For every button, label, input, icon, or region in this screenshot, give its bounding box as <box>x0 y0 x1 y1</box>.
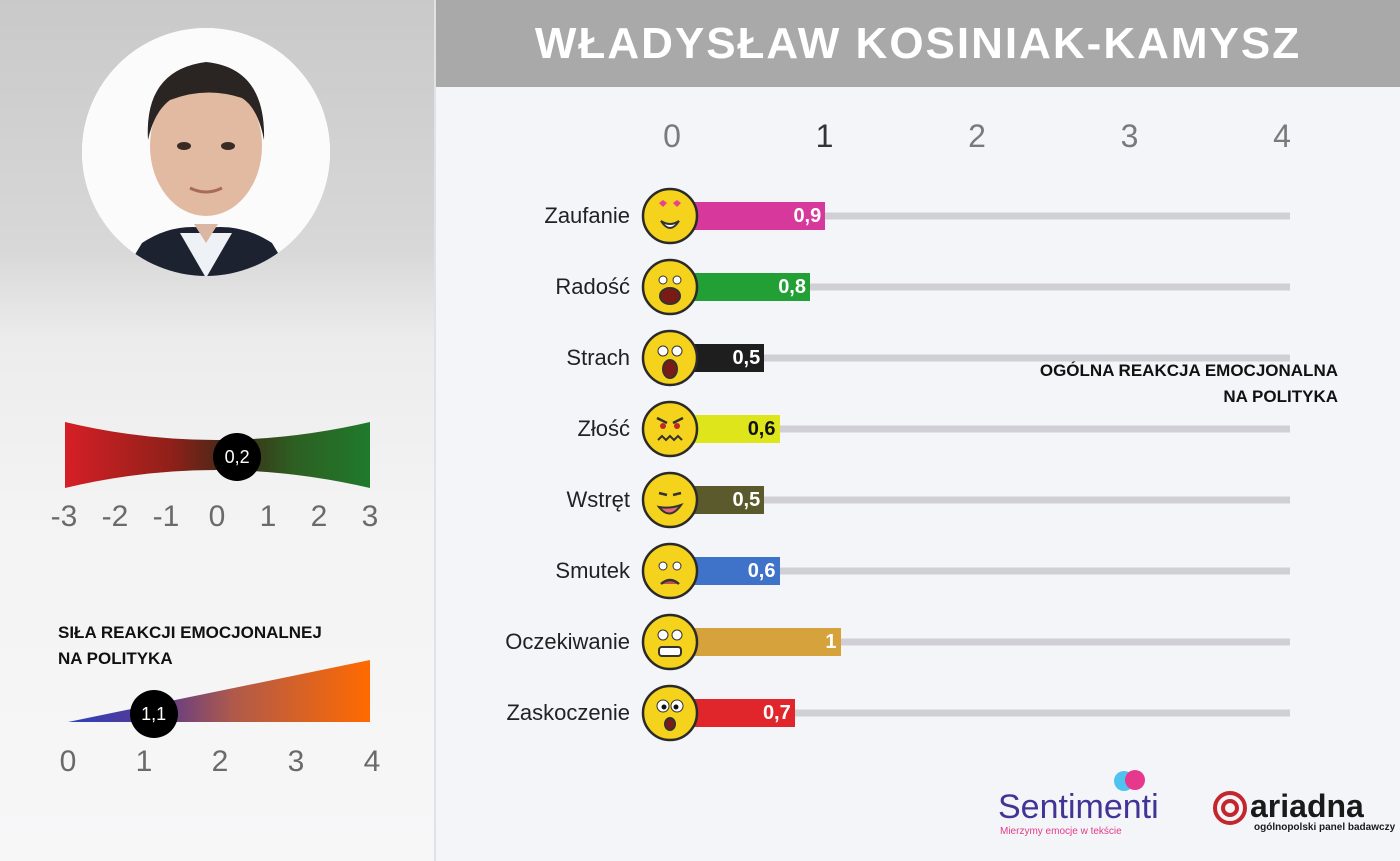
bar: 0,6 <box>694 415 780 443</box>
x-tick-label: 0 <box>663 118 681 154</box>
strength-tick-label: 3 <box>287 745 305 778</box>
bar: 0,5 <box>694 344 765 372</box>
overall-tick-label: -3 <box>50 500 78 533</box>
strength-gauge-wedge <box>68 660 370 722</box>
strength-gauge-title-line2: NA POLITYKA <box>58 649 173 668</box>
panel-divider <box>434 0 436 861</box>
emotion-face-icon <box>641 329 699 387</box>
category-label: Złość <box>577 416 630 441</box>
header-bar: WŁADYSŁAW KOSINIAK-KAMYSZ <box>436 0 1400 87</box>
strength-tick-label: 1 <box>135 745 153 778</box>
x-tick-label: 3 <box>1120 118 1139 154</box>
category-label: Strach <box>566 345 630 370</box>
bar-track <box>694 212 1290 220</box>
emotion-face-icon <box>641 471 699 529</box>
x-tick-label: 1 <box>815 118 834 154</box>
bar-track <box>694 709 1290 717</box>
emotion-face-icon <box>641 542 699 600</box>
overall-gauge-title-line1: OGÓLNA REAKCJA EMOCJONALNA <box>1039 361 1338 380</box>
category-label: Zaskoczenie <box>506 700 630 725</box>
category-label: Smutek <box>555 558 630 583</box>
bar: 0,7 <box>694 699 795 727</box>
sentimenti-heads-icon <box>1114 770 1145 791</box>
bar-track <box>694 354 1290 362</box>
overall-tick-label: 1 <box>259 500 277 533</box>
strength-tick-label: 4 <box>363 745 381 778</box>
overall-tick-label: 3 <box>361 500 379 533</box>
overall-tick-label: -2 <box>101 500 129 533</box>
overall-tick-label: -1 <box>152 500 180 533</box>
overall-tick-label: 2 <box>310 500 328 533</box>
bar-track <box>694 425 1290 433</box>
bar-track <box>694 567 1290 575</box>
bar-track <box>694 496 1290 504</box>
politician-portrait <box>82 28 330 276</box>
bar-track <box>694 638 1290 646</box>
ariadna-logo: ariadna <box>1250 788 1364 824</box>
overall-tick-label: 0 <box>208 500 226 533</box>
sentimenti-tagline: Mierzymy emocje w tekście <box>1000 826 1122 837</box>
emotion-face-icon <box>641 187 699 245</box>
overall-value-badge: 0,2 <box>213 433 262 481</box>
ariadna-spiral-icon <box>1213 791 1247 825</box>
category-label: Oczekiwanie <box>505 629 630 654</box>
category-label: Wstręt <box>566 487 630 512</box>
strength-tick-label: 0 <box>59 745 77 778</box>
ariadna-tagline: ogólnopolski panel badawczy <box>1254 822 1396 833</box>
bar-track <box>694 283 1290 291</box>
emotion-face-icon <box>641 400 699 458</box>
bar: 0,5 <box>694 486 765 514</box>
strength-gauge-title-line1: SIŁA REAKCJI EMOCJONALNEJ <box>58 623 322 642</box>
strength-tick-label: 2 <box>211 745 229 778</box>
overall-gauge-title-line2: NA POLITYKA <box>1223 387 1338 406</box>
bar: 0,8 <box>694 273 810 301</box>
bar: 0,6 <box>694 557 780 585</box>
emotion-face-icon <box>641 684 699 742</box>
x-tick-label: 4 <box>1273 118 1291 154</box>
bar: 0,9 <box>694 202 826 230</box>
category-label: Zaufanie <box>544 203 630 228</box>
page-title: WŁADYSŁAW KOSINIAK-KAMYSZ <box>534 18 1302 68</box>
bar: 1 <box>694 628 841 656</box>
category-label: Radość <box>555 274 630 299</box>
x-tick-label: 2 <box>968 118 986 154</box>
emotion-face-icon <box>641 613 699 671</box>
emotion-face-icon <box>641 258 699 316</box>
strength-value-badge: 1,1 <box>129 690 178 738</box>
sentimenti-logo: Sentimenti <box>998 788 1159 826</box>
